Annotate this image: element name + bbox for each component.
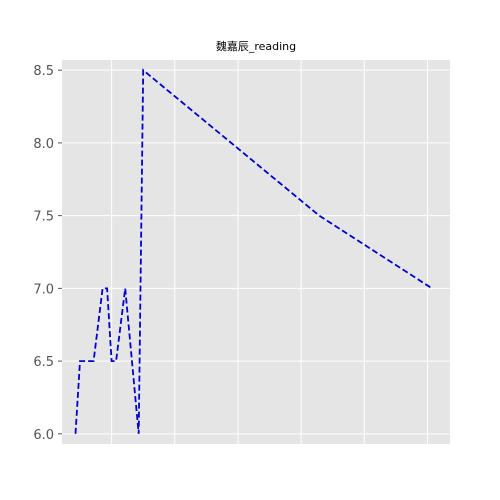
series-line	[74, 68, 433, 434]
y-tick-label: 6.0	[33, 428, 54, 443]
y-tick-label: 7.0	[33, 282, 54, 297]
y-tick-label: 8.5	[33, 64, 54, 79]
grid	[62, 60, 450, 444]
y-tick-label: 6.5	[33, 355, 54, 370]
plot-area	[62, 60, 450, 444]
chart-title: 魏嘉辰_reading	[216, 39, 296, 53]
y-tick-label: 7.5	[33, 210, 54, 225]
y-axis: 6.0 6.5 7.0 7.5 8.0 8.5	[33, 64, 62, 443]
y-tick-label: 8.0	[33, 137, 54, 152]
